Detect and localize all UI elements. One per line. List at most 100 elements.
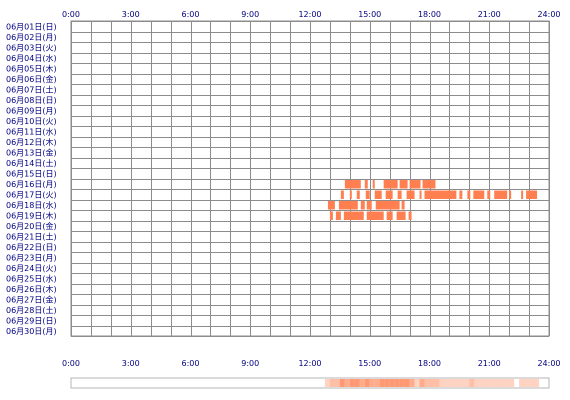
summary-strip-cell: [324, 379, 330, 387]
row-label: 06月29日(日): [6, 317, 57, 326]
summary-strip-cell: [404, 379, 410, 387]
grid: [70, 20, 550, 337]
row-label: 06月06日(金): [6, 74, 57, 84]
summary-strip-cell: [389, 379, 395, 387]
top-axis-tick-labels: 0:00 3:00 6:00 9:00 12:00 15:00 18:00 21:00 24:0…: [62, 10, 561, 19]
row-label: 06月07日(土): [6, 85, 57, 95]
activity-bar: [409, 180, 421, 189]
summary-strip-cell: [369, 379, 375, 387]
summary-strip-cell: [409, 379, 415, 387]
summary-strip-cell: [449, 379, 455, 387]
row-label: 06月27日(金): [6, 295, 57, 305]
summary-strip-cell: [344, 379, 350, 387]
summary-strip-cell: [444, 379, 450, 387]
activity-bar: [473, 190, 485, 199]
tick-label-bottom: 0:00: [62, 359, 80, 368]
activity-bar: [419, 190, 422, 199]
tick-label-bottom: 15:00: [358, 359, 381, 368]
row-label: 06月16日(月): [6, 180, 57, 189]
row-label: 06月05日(木): [6, 64, 57, 74]
summary-strip-cell: [354, 379, 360, 387]
activity-bar: [386, 211, 393, 220]
row-label: 06月20日(金): [6, 221, 57, 231]
row-label: 06月25日(水): [6, 274, 57, 284]
tick-label-top: 12:00: [298, 10, 321, 19]
activity-bar: [365, 190, 370, 199]
summary-strip-cell: [484, 379, 490, 387]
bottom-axis-tick-labels: 0:00 3:00 6:00 9:00 12:00 15:00 18:00 21:00 24:0…: [62, 359, 561, 368]
summary-strip-cell: [364, 379, 370, 387]
row-label: 06月15日(日): [6, 170, 57, 179]
summary-strip-cell: [454, 379, 460, 387]
row-label: 06月13日(金): [6, 148, 57, 158]
activity-bar: [338, 201, 358, 210]
activity-bar: [521, 190, 524, 199]
summary-strip-cell: [429, 379, 435, 387]
activity-bar: [366, 201, 372, 210]
activity-bars: [327, 180, 538, 220]
tick-label-top: 18:00: [418, 10, 441, 19]
activity-bar: [509, 190, 512, 199]
row-label: 06月18日(水): [6, 200, 57, 210]
tick-label-bottom: 9:00: [241, 359, 259, 368]
summary-strip-cell: [329, 379, 335, 387]
summary-strip-cell: [334, 379, 340, 387]
summary-strip-cell: [504, 379, 510, 387]
activity-bar: [356, 190, 360, 199]
summary-strip-cell: [529, 379, 535, 387]
summary-strip-cell: [394, 379, 400, 387]
summary-strip-cell: [384, 379, 390, 387]
activity-bar: [422, 180, 436, 189]
summary-strip-cell: [349, 379, 355, 387]
activity-bar: [487, 190, 491, 199]
summary-strip-cell: [419, 379, 425, 387]
row-label: 06月22日(日): [6, 243, 57, 252]
row-label: 06月11日(水): [6, 127, 57, 137]
row-label: 06月23日(月): [6, 254, 57, 263]
summary-strip-cell: [339, 379, 345, 387]
activity-bar: [383, 180, 398, 189]
activity-bar: [399, 180, 408, 189]
row-label: 06月17日(火): [6, 191, 57, 200]
tick-label-top: 15:00: [358, 10, 381, 19]
activity-bar: [424, 190, 457, 199]
summary-strip-cell: [519, 379, 525, 387]
activity-bar: [494, 190, 508, 199]
row-label: 06月09日(月): [6, 107, 57, 116]
row-label: 06月03日(火): [6, 44, 57, 53]
tick-label-top: 9:00: [241, 10, 259, 19]
row-label: 06月01日(日): [6, 23, 57, 32]
row-label: 06月26日(木): [6, 284, 57, 294]
activity-bar: [459, 190, 463, 199]
summary-strip-cell: [469, 379, 475, 387]
row-label: 06月12日(木): [6, 137, 57, 147]
activity-bar: [344, 180, 361, 189]
tick-label-top: 3:00: [122, 10, 140, 19]
tick-label-top: 6:00: [182, 10, 200, 19]
tick-label-bottom: 3:00: [122, 359, 140, 368]
row-label: 06月28日(土): [6, 305, 57, 315]
activity-bar: [343, 211, 364, 220]
activity-bar: [374, 190, 382, 199]
summary-strip-cell: [489, 379, 495, 387]
summary-strip-cell: [379, 379, 385, 387]
summary-strip-cell: [479, 379, 485, 387]
activity-bar: [364, 180, 368, 189]
activity-bar: [375, 201, 400, 210]
activity-bar: [401, 201, 405, 210]
summary-strip-cell: [464, 379, 470, 387]
row-label: 06月21日(土): [6, 232, 57, 242]
tick-label-bottom: 12:00: [298, 359, 321, 368]
activity-bar: [360, 201, 365, 210]
activity-bar: [372, 180, 375, 189]
row-label: 06月04日(水): [6, 53, 57, 63]
activity-bar: [340, 190, 344, 199]
summary-strip-cell: [524, 379, 530, 387]
summary-strip-cell: [424, 379, 430, 387]
activity-bar: [335, 211, 341, 220]
activity-bar: [406, 190, 415, 199]
summary-strip-cell: [374, 379, 380, 387]
summary-strip-cell: [399, 379, 405, 387]
summary-strip-cell: [534, 379, 540, 387]
